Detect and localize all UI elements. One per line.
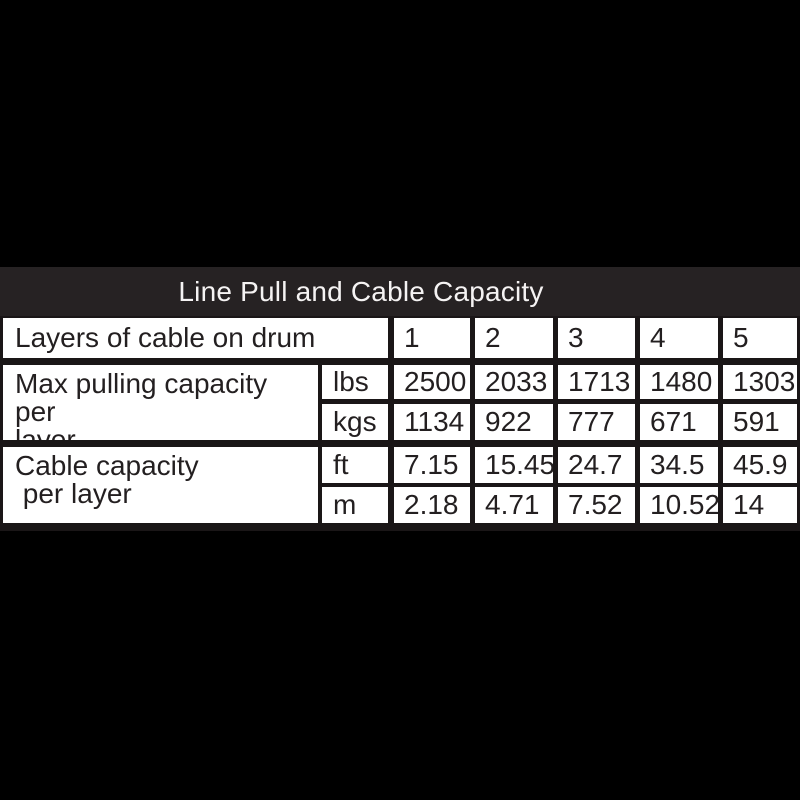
cable-capacity-label-cell: Cable capacity per layer	[3, 447, 318, 523]
capacity-table: Layers of cable on drum 1 2 3 4 5 Max pu…	[0, 316, 800, 531]
pull-value-cell: 671	[640, 404, 718, 440]
unit-cell-lbs: lbs	[322, 365, 388, 399]
cable-value-cell: 7.15	[394, 447, 470, 483]
pull-value-cell: 1303	[723, 365, 797, 399]
cable-value-cell: 2.18	[394, 487, 470, 523]
cable-value-cell: 10.52	[640, 487, 718, 523]
pull-value-cell: 1134	[394, 404, 470, 440]
cable-value-cell: 14	[723, 487, 797, 523]
pull-value-cell: 2033	[475, 365, 553, 399]
layer-count-cell: 4	[640, 318, 718, 358]
unit-cell-ft: ft	[322, 447, 388, 483]
pull-value-cell: 922	[475, 404, 553, 440]
layer-count-cell: 5	[723, 318, 797, 358]
cable-value-cell: 7.52	[558, 487, 635, 523]
pull-value-cell: 1480	[640, 365, 718, 399]
cable-value-cell: 15.45	[475, 447, 553, 483]
cable-value-cell: 4.71	[475, 487, 553, 523]
pull-capacity-label-cell: Max pulling capacity per layer	[3, 365, 318, 440]
pull-value-cell: 1713	[558, 365, 635, 399]
cable-value-cell: 24.7	[558, 447, 635, 483]
unit-cell-kgs: kgs	[322, 404, 388, 440]
pull-value-cell: 2500	[394, 365, 470, 399]
table-title: Line Pull and Cable Capacity	[178, 275, 544, 307]
layers-label-cell: Layers of cable on drum	[3, 318, 388, 358]
layer-count-cell: 1	[394, 318, 470, 358]
layer-count-cell: 3	[558, 318, 635, 358]
pull-value-cell: 777	[558, 404, 635, 440]
unit-cell-m: m	[322, 487, 388, 523]
pull-value-cell: 591	[723, 404, 797, 440]
cable-value-cell: 34.5	[640, 447, 718, 483]
cable-value-cell: 45.9	[723, 447, 797, 483]
table-title-band: Line Pull and Cable Capacity	[0, 267, 800, 316]
layer-count-cell: 2	[475, 318, 553, 358]
